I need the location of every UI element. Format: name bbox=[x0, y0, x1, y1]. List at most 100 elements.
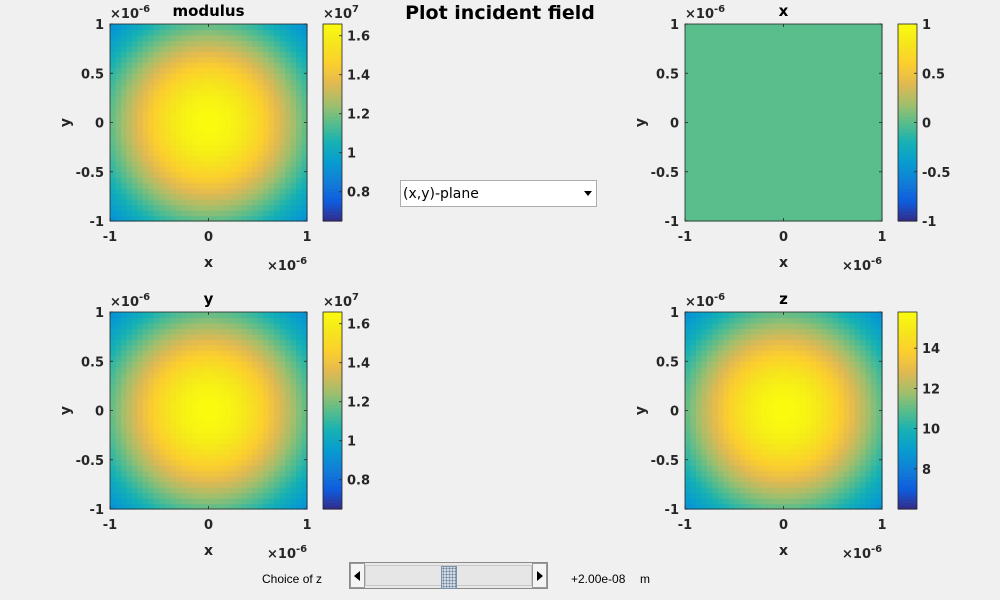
heatmap-cell bbox=[241, 193, 248, 200]
heatmap-cell bbox=[772, 127, 779, 135]
heatmap-cell bbox=[849, 117, 856, 124]
heatmap-cell bbox=[197, 160, 204, 167]
colorbar-tick-label: 0.5 bbox=[922, 67, 945, 82]
heatmap-cell bbox=[685, 426, 692, 433]
heatmap-cell bbox=[723, 481, 730, 488]
heatmap-cell bbox=[170, 492, 177, 499]
heatmap-cell bbox=[279, 344, 286, 351]
colorbar-segment bbox=[898, 102, 917, 107]
heatmap-cell bbox=[219, 426, 226, 433]
heatmap-cell bbox=[159, 62, 166, 69]
heatmap-cell bbox=[734, 62, 741, 69]
heatmap-cell bbox=[690, 454, 697, 461]
heatmap-cell bbox=[230, 476, 237, 483]
heatmap-cell bbox=[778, 111, 785, 118]
heatmap-cell bbox=[246, 322, 253, 330]
heatmap-cell bbox=[816, 182, 823, 189]
heatmap-cell bbox=[219, 344, 226, 351]
heatmap-cell bbox=[717, 394, 724, 401]
heatmap-cell bbox=[706, 405, 713, 412]
heatmap-cell bbox=[756, 149, 763, 156]
heatmap-cell bbox=[745, 51, 752, 58]
heatmap-cell bbox=[224, 432, 231, 439]
heatmap-cell bbox=[263, 344, 270, 351]
heatmap-cell bbox=[865, 182, 872, 189]
heatmap-cell bbox=[849, 204, 856, 211]
heatmap-cell bbox=[115, 333, 122, 340]
heatmap-cell bbox=[263, 210, 270, 217]
heatmap-cell bbox=[170, 394, 177, 401]
heatmap-cell bbox=[263, 355, 270, 362]
heatmap-cell bbox=[854, 67, 861, 74]
heatmap-cell bbox=[745, 133, 752, 140]
heatmap-cell bbox=[706, 344, 713, 351]
heatmap-cell bbox=[788, 443, 796, 450]
heatmap-cell bbox=[274, 144, 281, 151]
heatmap-cell bbox=[706, 127, 713, 135]
heatmap-cell bbox=[685, 29, 692, 36]
heatmap-cell bbox=[794, 366, 801, 373]
heatmap-cell bbox=[772, 410, 779, 417]
heatmap-cell bbox=[712, 470, 719, 477]
heatmap-cell bbox=[241, 133, 248, 140]
heatmap-cell bbox=[843, 177, 850, 184]
colorbar-segment bbox=[323, 495, 342, 500]
heatmap-cell bbox=[110, 193, 117, 200]
heatmap-cell bbox=[854, 62, 861, 69]
heatmap-cell bbox=[772, 339, 779, 346]
heatmap-cell bbox=[701, 182, 708, 189]
heatmap-cell bbox=[685, 377, 692, 384]
heatmap-cell bbox=[788, 426, 796, 433]
heatmap-cell bbox=[115, 459, 122, 466]
heatmap-cell bbox=[175, 199, 182, 206]
heatmap-cell bbox=[778, 312, 785, 319]
heatmap-cell bbox=[695, 399, 703, 406]
heatmap-cell bbox=[301, 199, 308, 206]
heatmap-cell bbox=[230, 193, 237, 200]
heatmap-cell bbox=[197, 138, 204, 145]
colorbar-segment bbox=[323, 112, 342, 117]
heatmap-cell bbox=[285, 204, 292, 211]
heatmap-cell bbox=[246, 160, 253, 167]
heatmap-cell bbox=[849, 73, 856, 80]
heatmap-cell bbox=[279, 388, 286, 395]
heatmap-cell bbox=[186, 437, 193, 444]
heatmap-cell bbox=[690, 366, 697, 373]
heatmap-cell bbox=[142, 40, 149, 47]
colorbar-segment bbox=[323, 69, 342, 74]
heatmap-cell bbox=[701, 204, 708, 211]
heatmap-cell bbox=[263, 421, 270, 428]
heatmap-cell bbox=[739, 106, 746, 113]
heatmap-cell bbox=[827, 73, 834, 80]
heatmap-cell bbox=[778, 448, 785, 455]
heatmap-cell bbox=[876, 171, 883, 178]
heatmap-cell bbox=[170, 62, 177, 69]
heatmap-cell bbox=[838, 177, 845, 184]
heatmap-cell bbox=[301, 149, 308, 156]
heatmap-cell bbox=[783, 437, 790, 444]
heatmap-cell bbox=[739, 405, 746, 412]
heatmap-cell bbox=[279, 405, 286, 412]
heatmap-cell bbox=[268, 437, 275, 444]
heatmap-cell bbox=[110, 34, 117, 42]
heatmap-cell bbox=[290, 84, 297, 91]
heatmap-cell bbox=[268, 421, 275, 428]
heatmap-cell bbox=[246, 133, 253, 140]
heatmap-cell bbox=[717, 383, 724, 390]
colorbar-segment bbox=[898, 138, 917, 143]
heatmap-cell bbox=[131, 122, 138, 129]
heatmap-cell bbox=[246, 106, 253, 113]
heatmap-cell bbox=[213, 415, 221, 423]
heatmap-cell bbox=[213, 166, 221, 173]
heatmap-cell bbox=[197, 317, 204, 324]
heatmap-cell bbox=[783, 448, 790, 455]
heatmap-cell bbox=[712, 111, 719, 118]
heatmap-cell bbox=[192, 481, 199, 488]
heatmap-cell bbox=[745, 144, 752, 151]
heatmap-cell bbox=[301, 322, 308, 330]
heatmap-cell bbox=[186, 481, 193, 488]
heatmap-cell bbox=[126, 182, 133, 189]
heatmap-cell bbox=[734, 138, 741, 145]
heatmap-cell bbox=[706, 95, 713, 102]
heatmap-cell bbox=[799, 215, 806, 222]
